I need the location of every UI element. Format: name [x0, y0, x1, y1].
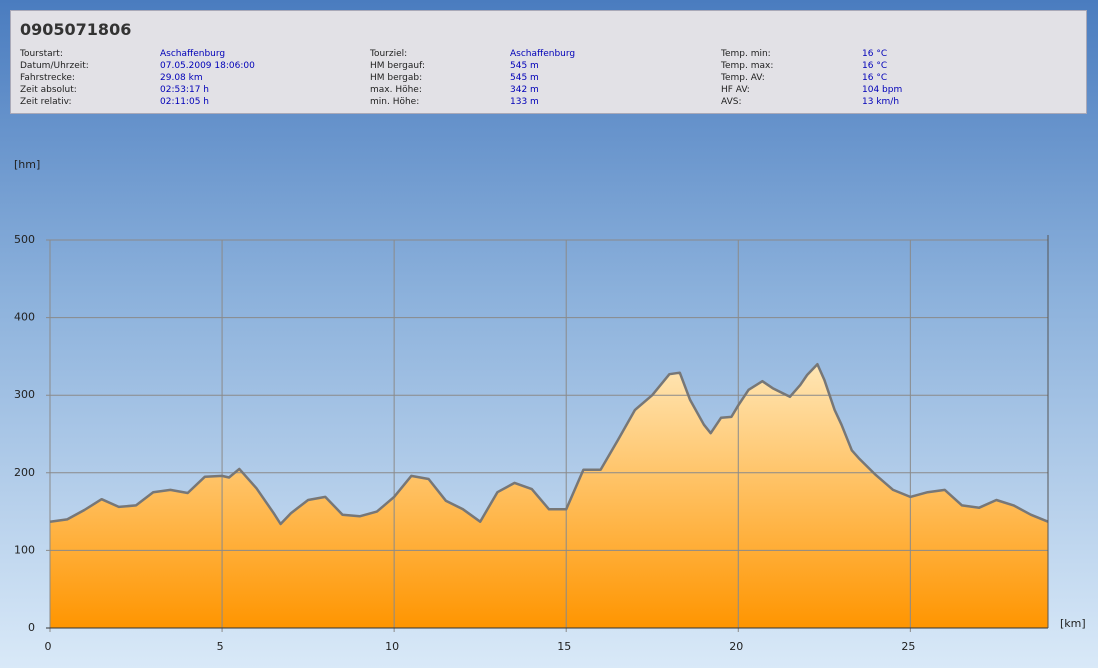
- info-value: 342 m: [510, 85, 539, 95]
- y-tick-label: 200: [14, 466, 35, 479]
- info-label: HM bergauf:: [370, 61, 425, 71]
- elevation-line: [49, 362, 1049, 526]
- y-tick-label: 0: [28, 621, 35, 634]
- info-value: 16 °C: [862, 49, 888, 59]
- x-tick-label: 25: [901, 640, 915, 653]
- x-tick-label: 20: [729, 640, 743, 653]
- info-value: Aschaffenburg: [160, 49, 226, 59]
- info-value: 545 m: [510, 73, 539, 83]
- tour-title: 0905071806: [20, 20, 132, 39]
- y-tick-label: 400: [14, 311, 35, 324]
- info-value: 13 km/h: [862, 97, 900, 107]
- info-label: Tourstart:: [20, 49, 63, 59]
- info-value: Aschaffenburg: [510, 49, 576, 59]
- info-label: min. Höhe:: [370, 97, 420, 107]
- info-label: Fahrstrecke:: [20, 73, 75, 83]
- info-label: Tourziel:: [370, 49, 408, 59]
- info-value: 02:53:17 h: [160, 85, 209, 95]
- info-value: 16 °C: [862, 61, 888, 71]
- info-label: AVS:: [721, 97, 742, 107]
- info-label: max. Höhe:: [370, 85, 422, 95]
- x-tick-label: 5: [217, 640, 224, 653]
- x-tick-label: 10: [385, 640, 399, 653]
- info-label: HM bergab:: [370, 73, 423, 83]
- info-value: 02:11:05 h: [160, 97, 209, 107]
- info-label: HF AV:: [721, 85, 750, 95]
- area-fill: [50, 364, 1048, 628]
- info-value: 29.08 km: [160, 73, 203, 83]
- info-panel: 0905071806 Tourstart: Aschaffenburg Datum/…: [10, 10, 1087, 114]
- info-label: Temp. AV:: [721, 73, 765, 83]
- info-label: Zeit relativ:: [20, 97, 72, 107]
- info-label: Zeit absolut:: [20, 85, 77, 95]
- info-value: 545 m: [510, 61, 539, 71]
- y-tick-label: 500: [14, 233, 35, 246]
- info-label: Datum/Uhrzeit:: [20, 61, 89, 71]
- info-value: 104 bpm: [862, 85, 903, 95]
- info-label: Temp. min:: [721, 49, 771, 59]
- y-tick-label: 300: [14, 388, 35, 401]
- x-tick-label: 0: [45, 640, 52, 653]
- x-axis-label: [km]: [1060, 617, 1086, 630]
- info-label: Temp. max:: [721, 61, 774, 71]
- y-axis-label: [hm]: [14, 158, 40, 171]
- info-value: 16 °C: [862, 73, 888, 83]
- y-tick-label: 100: [14, 543, 35, 556]
- x-tick-label: 15: [557, 640, 571, 653]
- info-value: 133 m: [510, 97, 539, 107]
- info-value: 07.05.2009 18:06:00: [160, 61, 255, 71]
